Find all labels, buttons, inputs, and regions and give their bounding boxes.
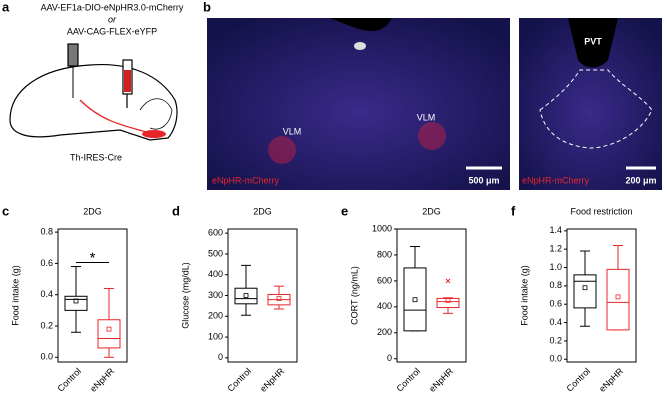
panel-letter: b <box>203 0 211 14</box>
mean <box>73 298 79 304</box>
x-tick-label: Control <box>565 366 593 394</box>
box <box>97 319 121 349</box>
mouse-brain-schematic <box>9 43 178 141</box>
y-tick-label: 600 <box>208 228 223 238</box>
x-tick-label: eNpHR <box>88 366 116 394</box>
chart-title: 2DG <box>83 206 102 216</box>
mean <box>615 294 621 300</box>
outlier <box>445 278 451 284</box>
y-tick-label: 400 <box>377 301 392 311</box>
construct-label: AAV-CAG-FLEX-eYFP <box>67 26 157 36</box>
mean <box>276 296 282 302</box>
scale-label: 200 μm <box>625 175 656 185</box>
mean <box>445 297 451 303</box>
stain-region <box>268 136 296 164</box>
y-tick-label: 0.6 <box>549 299 562 309</box>
panel-letter: d <box>172 203 180 218</box>
y-axis-label: Food intake (g) <box>519 265 529 326</box>
mean <box>412 297 418 303</box>
stain-region <box>418 122 446 150</box>
x-tick-label: eNpHR <box>597 366 625 394</box>
y-tick-label: 0 <box>218 352 223 362</box>
x-tick-label: eNpHR <box>258 366 286 394</box>
chart-title: 2DG <box>253 206 272 216</box>
y-axis-label: Food intake (g) <box>10 265 20 326</box>
y-tick-label: 1000 <box>372 223 392 233</box>
y-tick-label: 0.8 <box>40 227 53 237</box>
plot-frame <box>57 228 128 363</box>
y-tick-label: 1.4 <box>549 225 562 235</box>
y-tick-label: 1.0 <box>549 262 562 272</box>
mean <box>106 326 112 332</box>
y-tick-label: 0.0 <box>40 352 53 362</box>
y-tick-label: 0.4 <box>549 317 562 327</box>
panel-letter: a <box>2 0 10 14</box>
panel-letter: c <box>2 203 9 218</box>
scale-label: 500 μm <box>468 175 499 185</box>
stain-label: eNpHR-mCherry <box>212 175 280 185</box>
plot-frame <box>396 228 467 363</box>
construct-or: or <box>108 14 117 24</box>
plot-frame <box>566 228 637 363</box>
mean <box>582 285 588 291</box>
significance-mark: * <box>90 250 96 267</box>
pvt-outline <box>539 69 653 149</box>
chart-title: Food restriction <box>570 206 632 216</box>
y-tick-label: 0.8 <box>549 280 562 290</box>
box <box>234 287 258 305</box>
ventricle <box>568 18 618 68</box>
y-tick-label: 1.2 <box>549 244 562 254</box>
mean <box>243 293 249 298</box>
region-label: VLM <box>417 112 436 122</box>
region-label: VLM <box>283 126 302 136</box>
mouse-line: Th-IRES-Cre <box>70 152 122 162</box>
x-tick-label: Control <box>395 366 423 394</box>
box <box>573 274 597 309</box>
y-tick-label: 0 <box>387 353 392 363</box>
construct-label: AAV-EF1a-DIO-eNpHR3.0-mCherry <box>41 2 184 12</box>
y-tick-label: 200 <box>377 327 392 337</box>
y-tick-label: 500 <box>208 248 223 258</box>
y-tick-label: 0.0 <box>549 354 562 364</box>
panel-letter: e <box>341 203 348 218</box>
box <box>403 267 427 332</box>
ventricle <box>330 18 392 32</box>
y-tick-label: 100 <box>208 331 223 341</box>
x-tick-label: eNpHR <box>427 366 455 394</box>
y-tick-label: 800 <box>377 249 392 259</box>
y-tick-label: 400 <box>208 269 223 279</box>
panel-letter: f <box>511 203 516 218</box>
y-tick-label: 300 <box>208 290 223 300</box>
canal <box>354 42 366 50</box>
y-tick-label: 0.2 <box>40 320 53 330</box>
y-tick-label: 200 <box>208 311 223 321</box>
y-tick-label: 0.2 <box>549 335 562 345</box>
chart-title: 2DG <box>422 206 441 216</box>
box <box>606 268 630 331</box>
y-tick-label: 600 <box>377 275 392 285</box>
y-axis-label: CORT (ng/mL) <box>349 266 359 325</box>
region-label: PVT <box>584 36 602 46</box>
y-tick-label: 0.6 <box>40 258 53 268</box>
box <box>436 297 460 309</box>
y-tick-label: 0.4 <box>40 289 53 299</box>
x-tick-label: Control <box>56 366 84 394</box>
y-axis-label: Glucose (mg/dL) <box>180 262 190 329</box>
x-tick-label: Control <box>226 366 254 394</box>
stain-label: eNpHR-mCherry <box>522 175 590 185</box>
